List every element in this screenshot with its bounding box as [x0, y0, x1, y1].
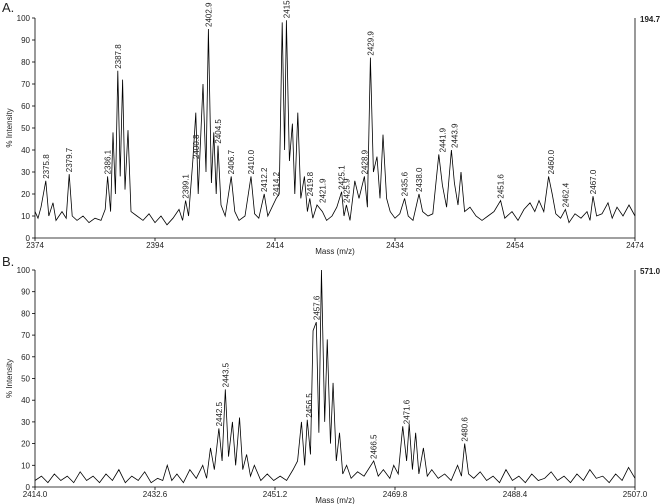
panel-label: A. [2, 0, 14, 15]
peak-label: 2467.0 [589, 169, 598, 194]
y-tick-label: 70 [21, 331, 30, 340]
y-tick-label: 80 [21, 58, 30, 67]
peak-label: 2438.0 [415, 167, 424, 192]
x-tick-label: 2374 [26, 241, 44, 250]
y-tick-label: 60 [21, 102, 30, 111]
peak-label: 2399.1 [182, 174, 191, 199]
y-tick-label: 50 [21, 375, 30, 384]
peak-label: 2400.8 [192, 134, 201, 159]
peak-label: 2425.1 [338, 165, 347, 190]
peak-label: 2457.6 [312, 295, 321, 320]
peak-label: 2435.6 [401, 171, 410, 196]
y-axis-label: % Intensity [5, 108, 14, 147]
x-tick-label: 2469.8 [383, 490, 408, 499]
peak-label: 2460.0 [547, 149, 556, 174]
y-axis-label: % Intensity [5, 359, 14, 398]
y-tick-label: 100 [17, 266, 31, 275]
x-tick-label: 2507.0 [623, 490, 648, 499]
x-tick-label: 2434 [386, 241, 404, 250]
peak-label: 2402.9 [204, 2, 213, 27]
peak-label: 2443.5 [221, 362, 230, 387]
x-tick-label: 2394 [146, 241, 164, 250]
x-tick-label: 2432.6 [143, 490, 168, 499]
peak-label: 2375.8 [42, 154, 51, 179]
y-tick-label: 10 [21, 461, 30, 470]
y-tick-label: 10 [21, 212, 30, 221]
x-tick-label: 2451.2 [263, 490, 288, 499]
y-tick-label: 80 [21, 309, 30, 318]
scale-max: 571.0 [640, 267, 661, 276]
panel-label: B. [2, 254, 14, 269]
y-tick-label: 0 [26, 483, 31, 492]
peak-label: 2466.5 [370, 434, 379, 459]
peak-label: 2471.6 [403, 399, 412, 424]
peak-label: 2429.9 [366, 31, 375, 56]
peak-label: 2387.8 [114, 44, 123, 69]
x-tick-label: 2488.4 [503, 490, 528, 499]
peak-label: 2462.4 [561, 182, 570, 207]
peak-label: 2480.6 [461, 417, 470, 442]
peak-label: 2442.5 [215, 401, 224, 426]
x-axis-label: Mass (m/z) [315, 496, 355, 504]
spectrum-line [34, 269, 636, 484]
peak-label: 2421.9 [318, 178, 327, 203]
y-tick-label: 40 [21, 146, 30, 155]
peak-label: 2451.6 [497, 174, 506, 199]
y-tick-label: 30 [21, 168, 30, 177]
x-tick-label: 2454 [506, 241, 524, 250]
x-tick-label: 2414 [266, 241, 284, 250]
y-tick-label: 70 [21, 80, 30, 89]
y-tick-label: 90 [21, 36, 30, 45]
peak-label: 2379.7 [65, 147, 74, 172]
peak-label: 2443.9 [450, 123, 459, 148]
peak-label: 2386.1 [104, 149, 113, 174]
peak-label: 2410.0 [247, 149, 256, 174]
y-tick-label: 50 [21, 124, 30, 133]
peak-label: 2441.9 [438, 127, 447, 152]
peak-label: 2406.7 [227, 149, 236, 174]
peak-label: 2415.9 [282, 0, 291, 18]
peak-label: 2412.2 [260, 167, 269, 192]
spectrum-line [34, 20, 636, 226]
peak-label: 2414.2 [272, 171, 281, 196]
y-tick-label: 20 [21, 440, 30, 449]
peak-label: 2419.8 [306, 171, 315, 196]
x-tick-label: 2474 [626, 241, 644, 250]
peak-label: 2456.5 [305, 393, 314, 418]
y-tick-label: 20 [21, 190, 30, 199]
x-tick-label: 2414.0 [23, 490, 48, 499]
scale-max: 194.7 [640, 15, 661, 24]
y-tick-label: 40 [21, 396, 30, 405]
peak-label: 2404.5 [214, 119, 223, 144]
y-tick-label: 30 [21, 418, 30, 427]
y-tick-label: 100 [17, 14, 31, 23]
y-tick-label: 60 [21, 353, 30, 362]
y-tick-label: 90 [21, 288, 30, 297]
peak-label: 2428.9 [360, 149, 369, 174]
x-axis-label: Mass (m/z) [315, 247, 355, 256]
peak-label: 2425.9 [342, 178, 351, 203]
y-tick-label: 0 [26, 234, 31, 243]
